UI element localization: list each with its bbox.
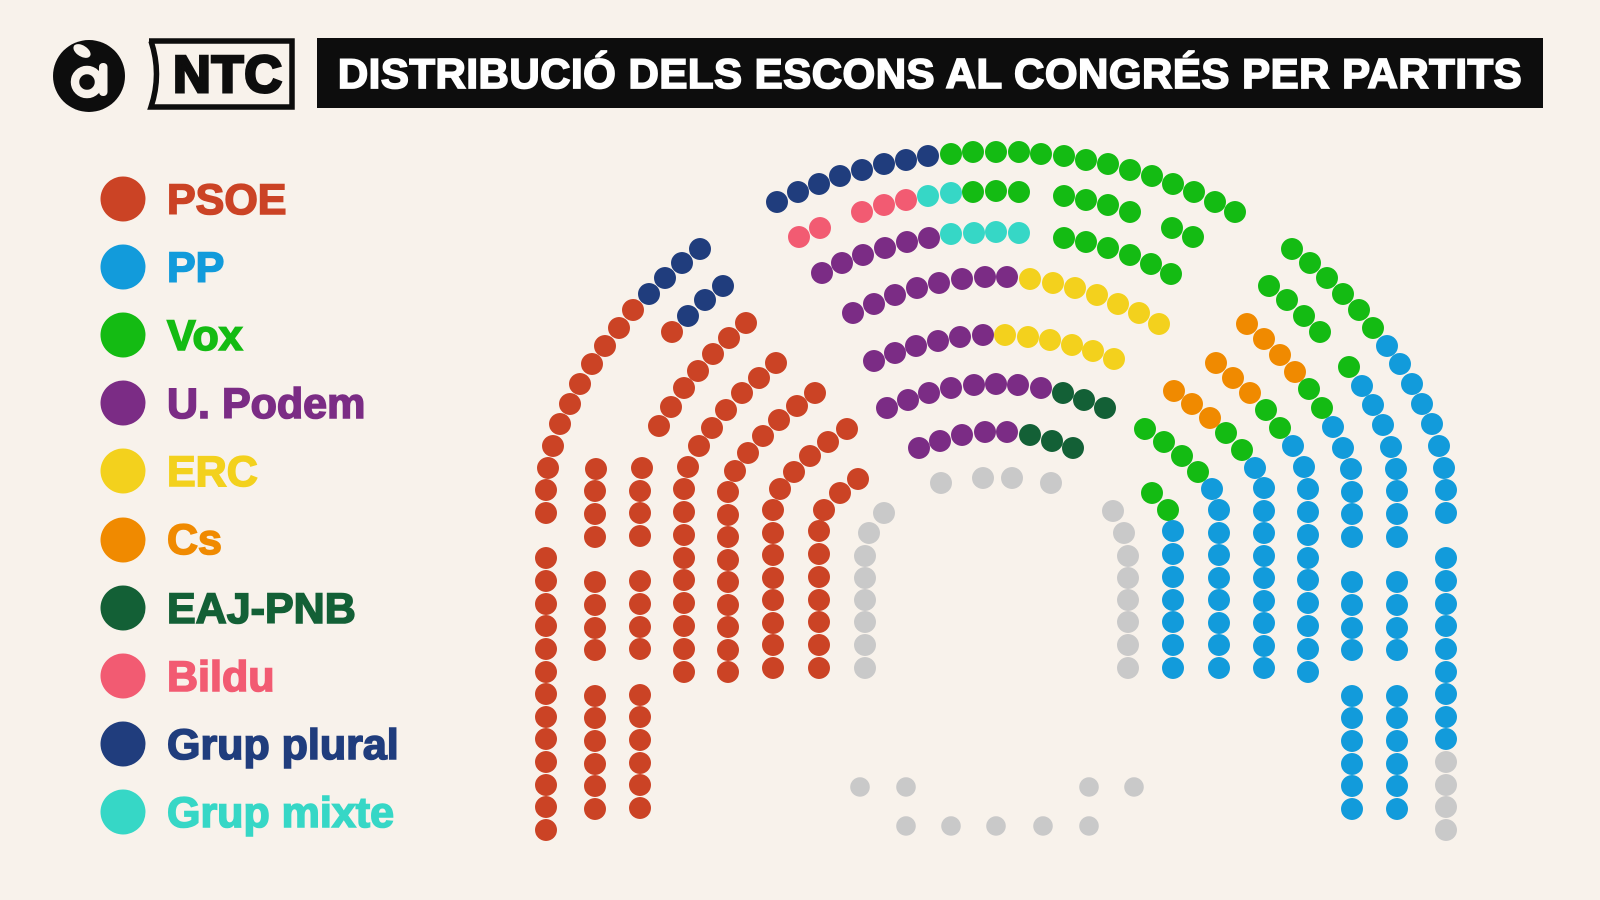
- svg-text:Grup plural: Grup plural: [167, 721, 399, 769]
- svg-text:NTC: NTC: [173, 46, 283, 104]
- svg-text:PSOE: PSOE: [167, 176, 287, 224]
- svg-text:Grup mixte: Grup mixte: [167, 789, 394, 837]
- svg-text:PP: PP: [167, 244, 224, 292]
- svg-text:Vox: Vox: [167, 312, 243, 360]
- svg-text:U. Podem: U. Podem: [167, 380, 365, 428]
- svg-text:ERC: ERC: [167, 448, 258, 496]
- svg-text:DISTRIBUCIÓ DELS ESCONS AL CON: DISTRIBUCIÓ DELS ESCONS AL CONGRÉS PER P…: [338, 49, 1522, 97]
- svg-text:EAJ-PNB: EAJ-PNB: [167, 585, 356, 633]
- svg-text:Bildu: Bildu: [167, 653, 274, 701]
- svg-text:Cs: Cs: [167, 516, 222, 564]
